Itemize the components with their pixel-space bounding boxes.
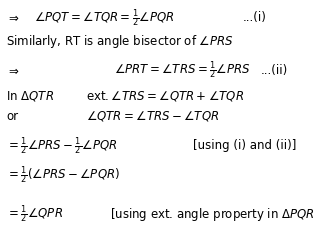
Text: $\angle PRT = \angle TRS = \frac{1}{2}\angle PRS$: $\angle PRT = \angle TRS = \frac{1}{2}\a…	[114, 60, 250, 81]
Text: $\angle QTR = \angle TRS - \angle TQR$: $\angle QTR = \angle TRS - \angle TQR$	[86, 109, 219, 123]
Text: or: or	[6, 110, 18, 123]
Text: $= \frac{1}{2}\angle QPR$: $= \frac{1}{2}\angle QPR$	[6, 203, 63, 225]
Text: Similarly, RT is angle bisector of $\angle PRS$: Similarly, RT is angle bisector of $\ang…	[6, 33, 234, 50]
Text: [using (i) and (ii)]: [using (i) and (ii)]	[193, 139, 297, 152]
Text: $\angle PQT = \angle TQR = \frac{1}{2}\angle PQR$: $\angle PQT = \angle TQR = \frac{1}{2}\a…	[34, 7, 174, 29]
Text: ...(i): ...(i)	[242, 11, 266, 24]
Text: $\Rightarrow$: $\Rightarrow$	[6, 64, 20, 77]
Text: $= \frac{1}{2}\angle PRS - \frac{1}{2}\angle PQR$: $= \frac{1}{2}\angle PRS - \frac{1}{2}\a…	[6, 135, 118, 157]
Text: $\Rightarrow$: $\Rightarrow$	[6, 11, 20, 24]
Text: [using ext. angle property in $\Delta PQR$]: [using ext. angle property in $\Delta PQ…	[110, 206, 313, 222]
Text: ...(ii): ...(ii)	[261, 64, 288, 77]
Text: In $\Delta QTR$: In $\Delta QTR$	[6, 90, 54, 103]
Text: $= \frac{1}{2}(\angle PRS - \angle PQR)$: $= \frac{1}{2}(\angle PRS - \angle PQR)$	[6, 164, 120, 186]
Text: $\mathrm{ext.}\angle TRS = \angle QTR + \angle TQR$: $\mathrm{ext.}\angle TRS = \angle QTR + …	[86, 90, 244, 103]
